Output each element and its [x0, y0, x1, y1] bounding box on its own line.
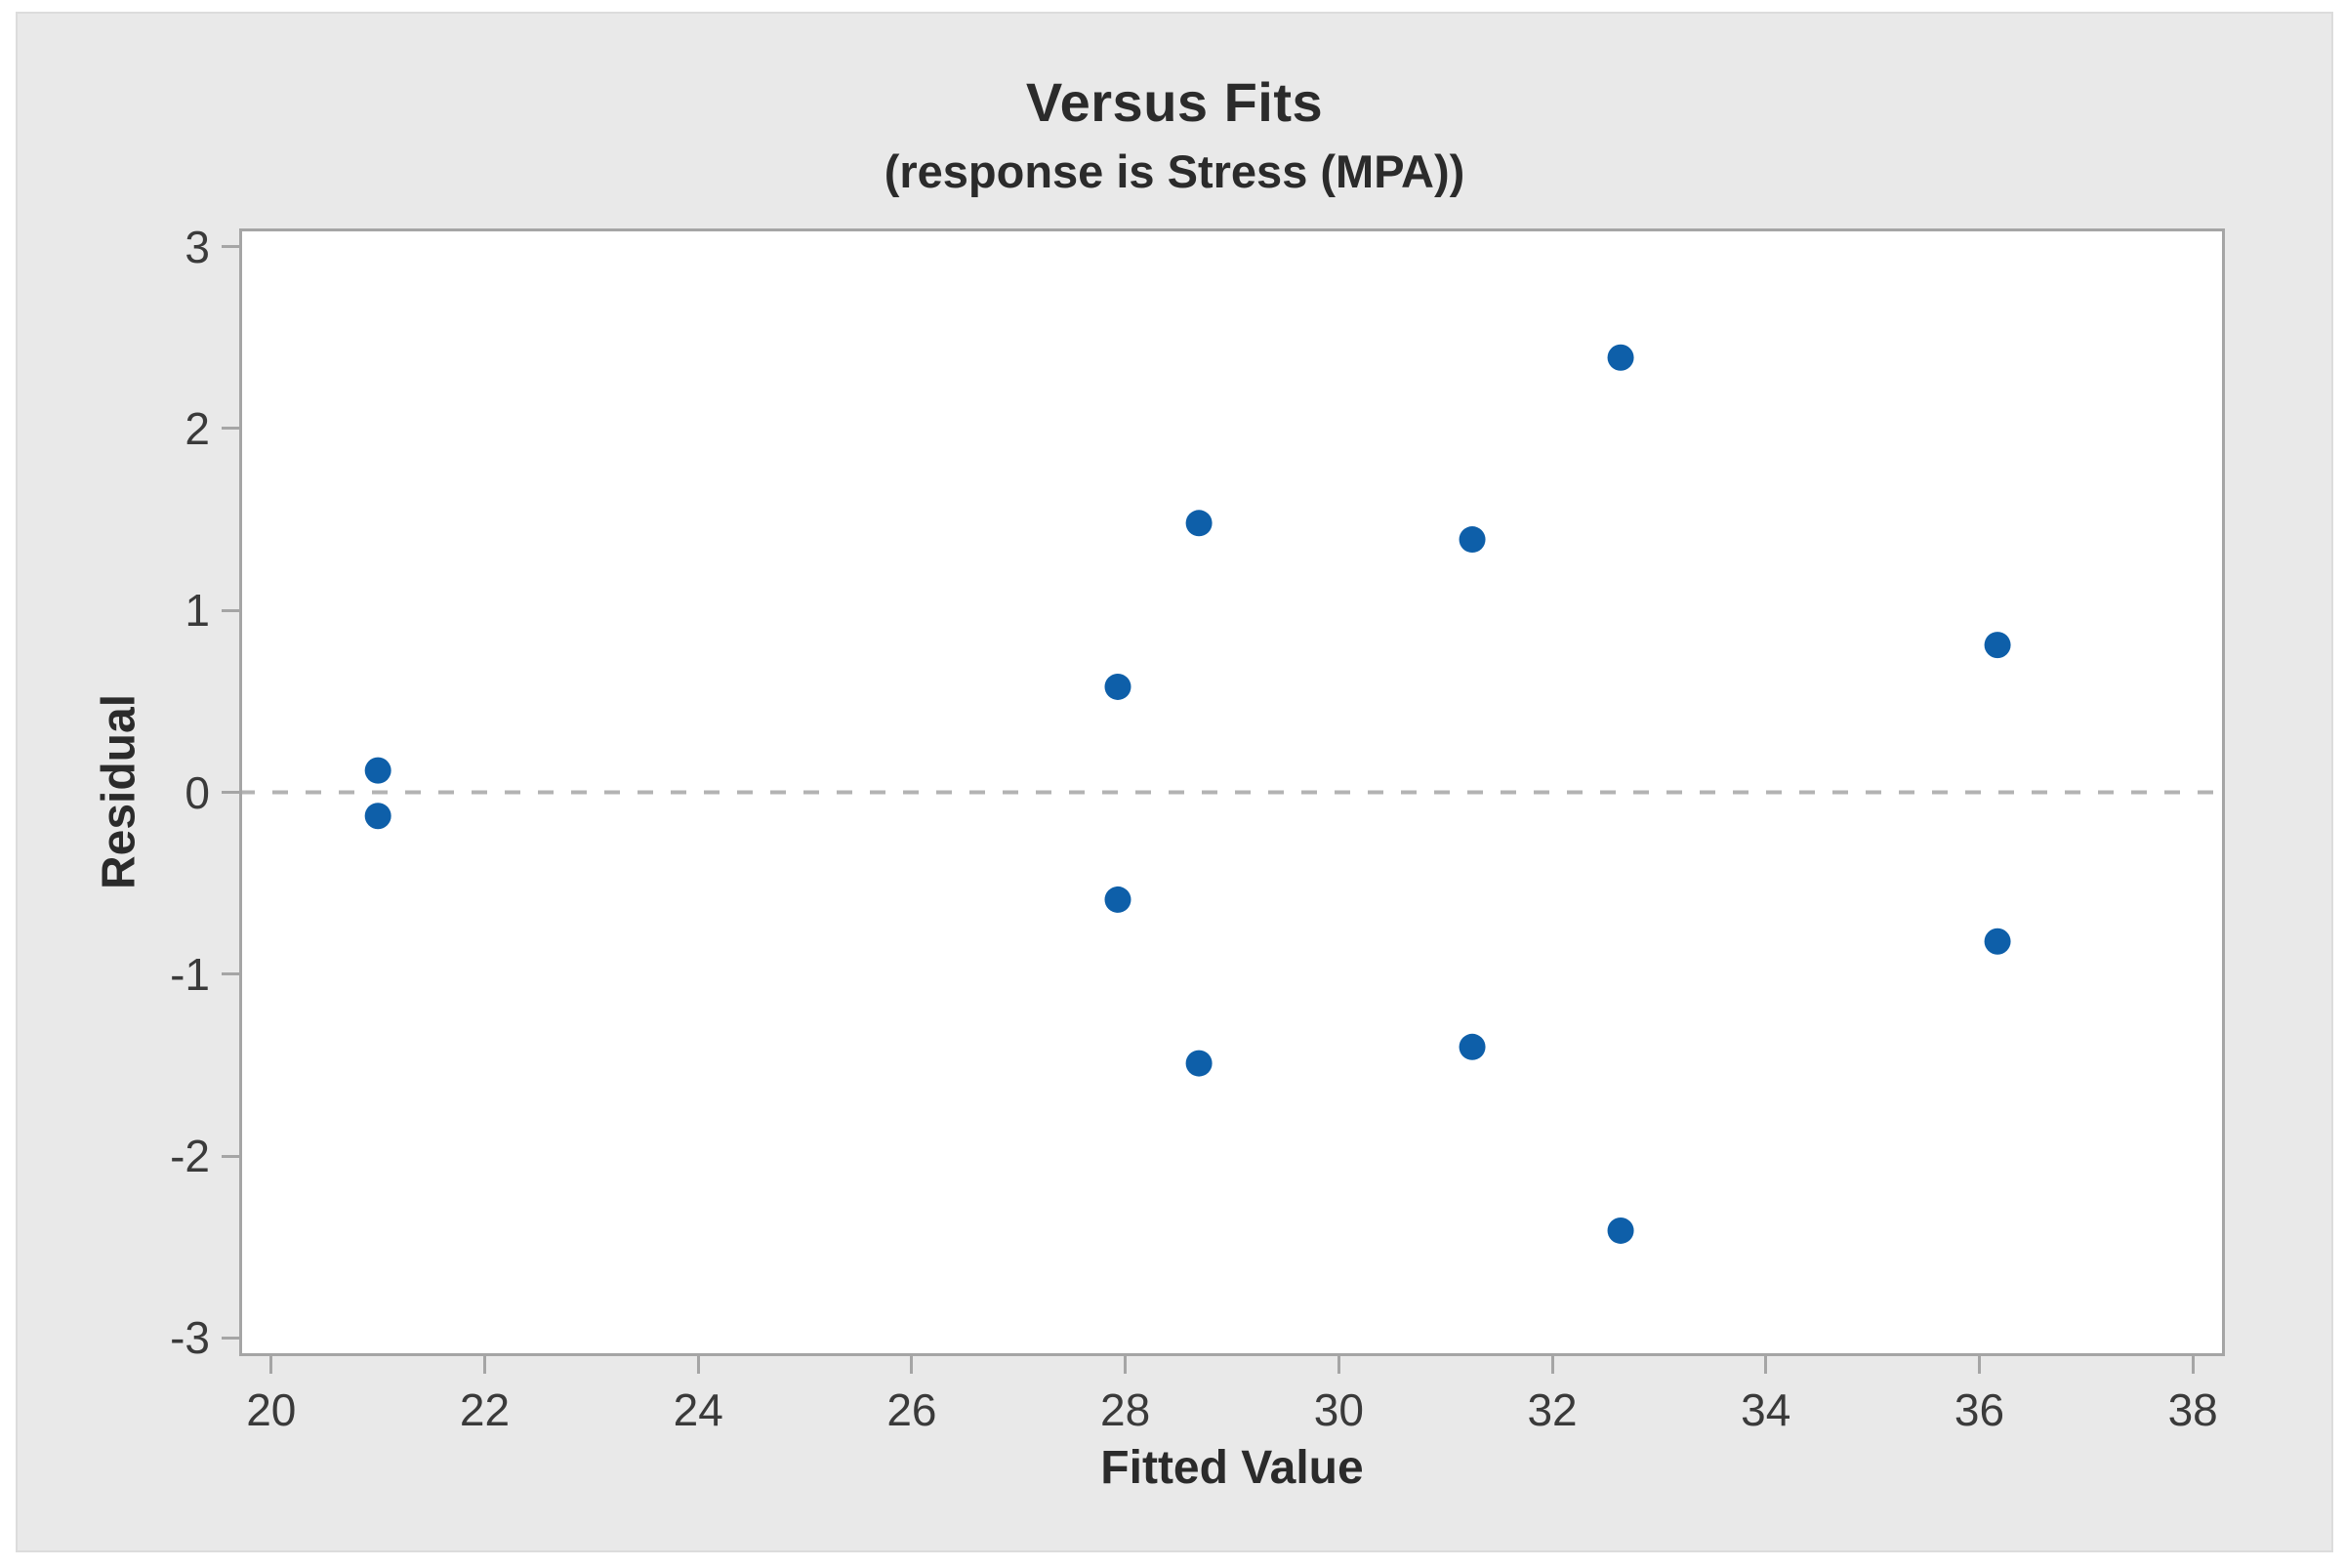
y-tick-mark — [222, 427, 239, 431]
x-tick-mark — [269, 1356, 273, 1374]
x-axis-title: Fitted Value — [1100, 1442, 1364, 1494]
chart-title: Versus Fits — [1025, 71, 1324, 133]
data-point — [1459, 526, 1486, 554]
x-tick-label: 28 — [1100, 1384, 1151, 1435]
figure-panel: Versus Fits (response is Stress (MPA)) R… — [16, 12, 2333, 1552]
data-point — [364, 803, 391, 830]
data-point — [1185, 1050, 1213, 1077]
y-tick-mark — [222, 245, 239, 249]
x-tick-label: 20 — [246, 1384, 297, 1435]
x-tick-mark — [1124, 1356, 1128, 1374]
x-tick-label: 36 — [1954, 1384, 2005, 1435]
y-tick-mark — [222, 1154, 239, 1158]
x-tick-label: 22 — [459, 1384, 511, 1435]
x-tick-label: 30 — [1313, 1384, 1364, 1435]
y-tick-label: 3 — [185, 221, 210, 272]
y-tick-label: -2 — [170, 1131, 210, 1182]
data-point — [364, 757, 391, 784]
y-tick-mark — [222, 972, 239, 976]
data-point — [1984, 632, 2011, 659]
data-point — [1607, 344, 1634, 371]
data-point — [1984, 928, 2011, 955]
y-tick-label: -3 — [170, 1312, 210, 1364]
plot-canvas — [239, 344, 2225, 1244]
data-point — [1185, 510, 1213, 537]
x-tick-mark — [910, 1356, 914, 1374]
data-point — [1607, 1217, 1634, 1244]
y-tick-mark — [222, 1336, 239, 1340]
y-tick-label: -1 — [170, 948, 210, 1000]
x-tick-mark — [1550, 1356, 1554, 1374]
y-tick-label: 2 — [185, 402, 210, 454]
x-tick-label: 38 — [2167, 1384, 2218, 1435]
x-tick-mark — [1764, 1356, 1768, 1374]
x-tick-mark — [1977, 1356, 1981, 1374]
chart-subtitle: (response is Stress (MPA)) — [884, 145, 1465, 197]
x-tick-mark — [483, 1356, 487, 1374]
plot-area — [239, 228, 2225, 1356]
x-tick-label: 32 — [1527, 1384, 1578, 1435]
y-tick-label: 0 — [185, 766, 210, 818]
data-point — [1459, 1033, 1486, 1060]
x-tick-mark — [2191, 1356, 2195, 1374]
y-tick-mark — [222, 608, 239, 612]
x-tick-mark — [696, 1356, 700, 1374]
x-tick-label: 26 — [886, 1384, 937, 1435]
y-tick-label: 1 — [185, 585, 210, 637]
data-point — [1104, 886, 1131, 913]
x-tick-label: 34 — [1741, 1384, 1791, 1435]
x-tick-mark — [1337, 1356, 1340, 1374]
x-tick-label: 24 — [673, 1384, 723, 1435]
data-point — [1104, 673, 1131, 700]
y-tick-mark — [222, 791, 239, 794]
